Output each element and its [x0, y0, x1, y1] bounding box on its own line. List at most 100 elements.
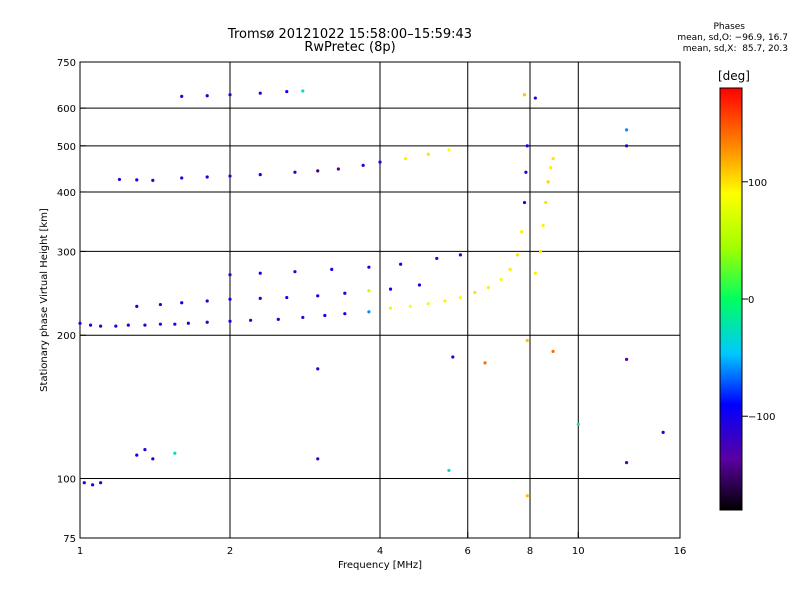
data-point: [524, 170, 528, 174]
data-point: [538, 249, 543, 254]
data-point: [426, 302, 430, 306]
x-axis-ticks: 1 2 4 6 8 10 16: [77, 532, 687, 557]
data-point: [276, 317, 280, 321]
data-point: [525, 338, 529, 343]
data-point: [205, 299, 209, 303]
y-axis-label: Stationary phase Virtual Height [km]: [39, 208, 50, 392]
data-point: [551, 349, 555, 353]
y-tick-label: 400: [57, 188, 76, 199]
data-point: [117, 177, 122, 182]
x-tick-label: 4: [377, 546, 383, 557]
data-points: [78, 89, 665, 498]
data-point: [293, 170, 297, 174]
colorbar-tick-label: 0: [748, 295, 754, 306]
data-point: [91, 483, 95, 487]
data-point: [541, 223, 545, 228]
x-tick-label: 6: [465, 546, 471, 557]
data-point: [458, 295, 463, 300]
data-point: [330, 267, 334, 272]
data-point: [336, 167, 340, 171]
colorbar: [719, 87, 743, 511]
data-point: [447, 148, 451, 152]
data-point: [388, 287, 393, 291]
data-point: [378, 160, 382, 164]
data-point: [458, 253, 463, 257]
data-point: [403, 157, 408, 161]
colorbar-unit: [deg]: [718, 69, 750, 83]
data-point: [576, 422, 580, 426]
data-point: [78, 321, 82, 325]
x-tick-label: 8: [527, 546, 533, 557]
x-tick-label: 16: [674, 546, 687, 557]
data-point: [522, 200, 527, 205]
data-point: [126, 323, 130, 327]
x-tick-label: 1: [77, 546, 83, 557]
data-point: [388, 306, 393, 310]
data-point: [158, 322, 163, 326]
data-point: [624, 461, 629, 465]
data-point: [143, 323, 147, 327]
data-point: [205, 175, 209, 179]
y-tick-label: 500: [57, 142, 76, 153]
data-point: [228, 93, 232, 97]
data-point: [180, 301, 184, 305]
data-point: [316, 294, 320, 298]
grid-lines: [80, 62, 680, 538]
data-point: [522, 93, 527, 97]
data-point: [544, 200, 548, 205]
x-tick-label: 10: [572, 546, 585, 557]
data-point: [228, 174, 232, 178]
data-point: [343, 291, 347, 295]
data-point: [624, 357, 629, 361]
data-point: [520, 230, 524, 234]
data-point: [624, 144, 629, 148]
data-point: [285, 89, 289, 94]
data-point: [186, 321, 190, 325]
data-point: [316, 169, 320, 173]
data-point: [515, 253, 520, 257]
data-point: [205, 94, 209, 98]
data-point: [82, 481, 86, 485]
colorbar-tick-label: 100: [748, 178, 767, 189]
chart-subtitle: RwPretec (8p): [304, 40, 396, 55]
data-point: [361, 163, 365, 167]
data-point: [661, 430, 665, 434]
y-axis-ticks: 75 100 200 300 400 500 600 750: [57, 58, 86, 545]
data-point: [158, 302, 163, 307]
x-axis-label: Frequency [MHz]: [338, 560, 422, 571]
data-point: [258, 173, 262, 177]
data-point: [228, 297, 232, 301]
data-point: [99, 324, 103, 328]
data-point: [408, 304, 412, 308]
data-point: [205, 320, 209, 324]
data-point: [316, 367, 320, 371]
data-point: [343, 312, 347, 316]
data-point: [533, 96, 537, 100]
data-point: [293, 270, 297, 274]
y-tick-label: 75: [63, 534, 76, 545]
data-point: [135, 178, 139, 182]
data-point: [301, 315, 305, 320]
data-point: [151, 178, 155, 182]
data-point: [173, 451, 177, 455]
phases-heading: Phases: [713, 22, 745, 32]
y-tick-label: 200: [57, 331, 76, 342]
data-point: [180, 94, 184, 99]
data-point: [533, 271, 537, 275]
data-point: [228, 319, 232, 323]
data-point: [285, 295, 289, 300]
y-tick-label: 100: [57, 475, 76, 486]
data-point: [135, 304, 139, 308]
data-point: [624, 128, 629, 132]
data-point: [180, 176, 184, 180]
y-tick-label: 600: [57, 104, 76, 115]
colorbar-ticks: 100 0 −100: [742, 178, 775, 423]
y-tick-label: 300: [57, 247, 76, 258]
data-point: [151, 457, 155, 461]
data-point: [525, 144, 529, 148]
data-point: [443, 299, 447, 303]
data-point: [249, 318, 253, 322]
data-point: [426, 152, 430, 156]
data-point: [435, 256, 439, 261]
data-point: [486, 285, 490, 290]
